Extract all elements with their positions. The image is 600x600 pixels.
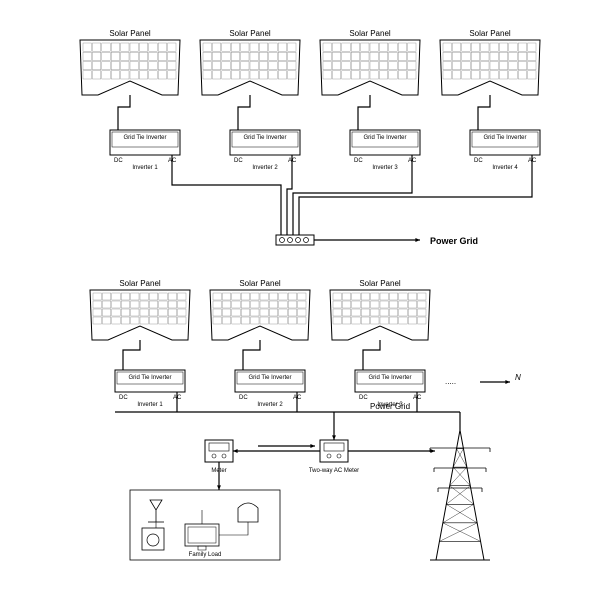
inverter-label: Grid Tie Inverter xyxy=(483,135,526,141)
dc-label: DC xyxy=(119,395,128,401)
solar-panel: Solar Panel xyxy=(320,29,420,95)
inverter: Grid Tie InverterDCACInverter 3 xyxy=(350,130,420,171)
inverter-label: Grid Tie Inverter xyxy=(243,135,286,141)
inverter-sub: Inverter 1 xyxy=(132,165,158,171)
inverter-sub: Inverter 1 xyxy=(137,402,163,408)
solar-grid-diagram: Solar PanelGrid Tie InverterDCACInverter… xyxy=(0,0,600,600)
dc-label: DC xyxy=(114,158,123,164)
panel-label: Solar Panel xyxy=(359,279,401,288)
panel-label: Solar Panel xyxy=(349,29,391,38)
two-way-meter-label: Two-way AC Meter xyxy=(309,468,359,474)
dc-label: DC xyxy=(239,395,248,401)
wire xyxy=(238,95,250,130)
inverter-sub: Inverter 2 xyxy=(257,402,283,408)
inverter: Grid Tie InverterDCACInverter 2 xyxy=(230,130,300,171)
family-load-label: Family Load xyxy=(189,552,222,558)
wire xyxy=(478,95,490,130)
monitor-icon xyxy=(185,524,219,546)
transmission-tower xyxy=(430,430,490,560)
inverter: Grid Tie InverterDCACInverter 2 xyxy=(235,370,305,408)
solar-panel: Solar Panel xyxy=(80,29,180,95)
panel-label: Solar Panel xyxy=(469,29,511,38)
wire xyxy=(358,95,370,130)
continuation-dots: ..... xyxy=(445,377,456,386)
inverter-label: Grid Tie Inverter xyxy=(128,375,171,381)
family-load-box xyxy=(130,490,280,560)
inverter: Grid Tie InverterDCACInverter 1 xyxy=(110,130,180,171)
panel-label: Solar Panel xyxy=(229,29,271,38)
solar-panel: Solar Panel xyxy=(440,29,540,95)
wire xyxy=(287,155,292,235)
panel-label: Solar Panel xyxy=(109,29,151,38)
wire xyxy=(363,340,380,370)
inverter-label: Grid Tie Inverter xyxy=(368,375,411,381)
inverter-label: Grid Tie Inverter xyxy=(363,135,406,141)
dc-label: DC xyxy=(234,158,243,164)
panel-label: Solar Panel xyxy=(119,279,161,288)
power-grid-label: Power Grid xyxy=(430,236,478,246)
wire xyxy=(243,340,260,370)
dc-label: DC xyxy=(359,395,368,401)
solar-panel: Solar Panel xyxy=(210,279,310,340)
panel-label: Solar Panel xyxy=(239,279,281,288)
inverter-label: Grid Tie Inverter xyxy=(123,135,166,141)
wire xyxy=(123,340,140,370)
inverter: Grid Tie InverterDCACInverter 4 xyxy=(470,130,540,171)
wire xyxy=(118,95,130,130)
inverter-sub: Inverter 4 xyxy=(492,165,518,171)
washer-icon xyxy=(142,528,164,550)
cooker-icon xyxy=(238,503,258,522)
solar-panel: Solar Panel xyxy=(90,279,190,340)
inverter-label: Grid Tie Inverter xyxy=(248,375,291,381)
dc-label: DC xyxy=(354,158,363,164)
lamp-icon xyxy=(150,500,162,522)
n-label: N xyxy=(515,373,521,382)
inverter-sub: Inverter 2 xyxy=(252,165,278,171)
solar-panel: Solar Panel xyxy=(330,279,430,340)
inverter: Grid Tie InverterDCACInverter 1 xyxy=(115,370,185,408)
inverter-sub: Inverter 3 xyxy=(372,165,398,171)
solar-panel: Solar Panel xyxy=(200,29,300,95)
power-grid-label-2: Power Grid xyxy=(370,402,410,411)
dc-label: DC xyxy=(474,158,483,164)
